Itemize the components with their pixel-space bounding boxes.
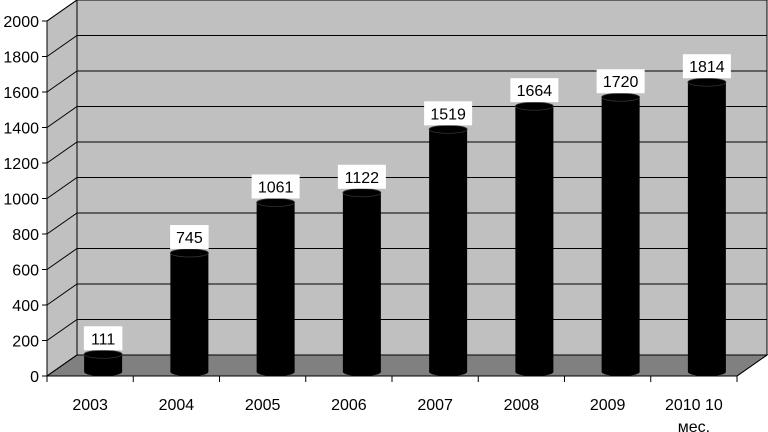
data-label-text: 745	[176, 230, 203, 247]
chart-floor	[45, 354, 768, 377]
y-tick-label: 1000	[3, 192, 39, 209]
bar-body	[84, 354, 123, 376]
data-label-box	[682, 54, 731, 79]
bar-top	[428, 124, 468, 134]
y-tick-label: 1600	[3, 85, 39, 102]
y-tick-label: 0	[30, 369, 39, 386]
y-tick-label: 200	[12, 334, 39, 351]
x-axis-tick-labels: 2003 2004 2005 2006 2007 2008 2009 2010 10 мес.	[72, 397, 723, 432]
data-label-text: 1664	[517, 83, 553, 100]
bar-body	[170, 252, 209, 376]
data-label-box	[596, 69, 645, 94]
data-label: 1519	[424, 101, 473, 126]
data-label-box	[251, 174, 300, 199]
bar-body	[687, 82, 726, 376]
data-labels: 111 745 1061 1122 1519 1664 1720 1814	[83, 54, 731, 351]
data-label-box	[510, 78, 559, 103]
bar-body	[256, 202, 295, 376]
x-tick-label: 2008	[504, 397, 540, 414]
x-tick-label: 2003	[72, 397, 108, 414]
data-label-text: 1720	[603, 74, 639, 91]
y-tick-label: 400	[12, 298, 39, 315]
data-label-box	[170, 224, 209, 249]
x-tick-label: 2007	[417, 397, 453, 414]
y-tick-label: 800	[12, 227, 39, 244]
data-label-text: 1122	[345, 170, 380, 187]
bar-body	[601, 97, 640, 376]
y-tick-label: 1400	[3, 121, 39, 138]
bar	[342, 188, 382, 376]
x-tick-label: 2006	[331, 397, 367, 414]
axes	[46, 21, 768, 382]
bar-top	[342, 188, 382, 198]
y-tick-label: 2000	[3, 14, 39, 31]
bar-top	[83, 349, 123, 359]
data-label: 1061	[251, 174, 300, 199]
data-label: 1814	[682, 54, 731, 79]
x-tick-label: мес.	[678, 419, 710, 432]
x-tick-label: 2004	[159, 397, 195, 414]
bar-body	[342, 192, 381, 376]
bar-top	[601, 92, 641, 102]
bar	[514, 101, 554, 377]
bar-top	[514, 101, 554, 111]
bar	[169, 248, 209, 376]
bar	[256, 198, 296, 376]
gridline	[46, 0, 767, 22]
x-tick-label: 2010 10	[665, 397, 723, 414]
bar-body	[429, 129, 468, 376]
bar-top	[169, 248, 209, 258]
data-label: 1664	[510, 78, 559, 103]
x-tick-label: 2009	[590, 397, 626, 414]
bars	[83, 77, 727, 377]
data-label: 1122	[337, 164, 386, 189]
data-label-box	[337, 164, 386, 189]
x-tick-label: 2005	[245, 397, 281, 414]
bar	[687, 77, 727, 376]
gridline	[46, 35, 767, 57]
y-tick-label: 1200	[3, 156, 39, 173]
data-label-box	[83, 326, 123, 351]
bar-top	[256, 198, 296, 207]
data-label-text: 111	[91, 331, 115, 348]
y-tick-label: 1800	[3, 50, 39, 67]
data-label-text: 1061	[258, 180, 294, 197]
y-tick-label: 600	[12, 263, 39, 280]
bar	[601, 92, 641, 376]
bar-body	[515, 106, 554, 377]
data-label: 1720	[596, 69, 645, 94]
data-label-box	[424, 101, 473, 126]
data-label-text: 1814	[689, 59, 725, 76]
bar	[428, 124, 468, 376]
data-label-text: 1519	[430, 106, 466, 123]
floor-right-edge	[736, 354, 768, 377]
y-axis-tick-labels: 0 200 400 600 800 1000 1200 1400 1600 1800 2000	[3, 14, 39, 386]
data-label: 745	[170, 224, 209, 249]
data-label: 111	[83, 326, 123, 351]
gridline	[46, 70, 767, 93]
bar-top	[687, 77, 727, 87]
bar	[83, 349, 123, 376]
